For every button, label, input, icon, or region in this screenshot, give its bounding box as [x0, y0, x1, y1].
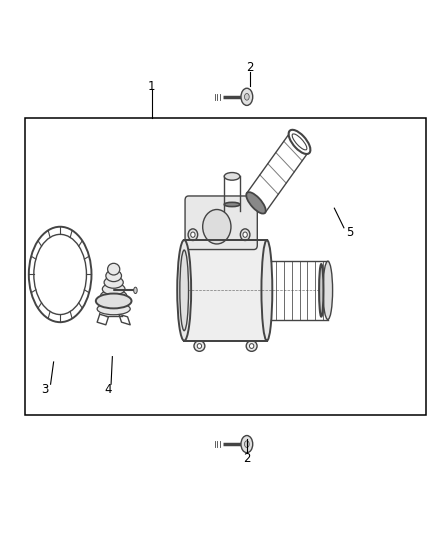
Ellipse shape	[106, 270, 121, 281]
Ellipse shape	[197, 344, 201, 349]
Ellipse shape	[241, 435, 253, 453]
Ellipse shape	[99, 296, 128, 308]
Ellipse shape	[34, 235, 86, 314]
Text: 1: 1	[148, 80, 155, 93]
Ellipse shape	[102, 283, 125, 295]
Ellipse shape	[180, 250, 188, 330]
Ellipse shape	[319, 264, 323, 317]
Ellipse shape	[246, 192, 266, 214]
Ellipse shape	[246, 341, 257, 351]
Ellipse shape	[101, 290, 127, 302]
Ellipse shape	[191, 232, 195, 237]
Ellipse shape	[261, 240, 272, 341]
Ellipse shape	[97, 303, 130, 315]
Ellipse shape	[323, 261, 332, 319]
Bar	[25, 118, 426, 415]
Text: 5: 5	[346, 225, 353, 239]
Ellipse shape	[203, 209, 231, 244]
Ellipse shape	[290, 132, 309, 152]
Ellipse shape	[96, 294, 131, 309]
Ellipse shape	[29, 227, 92, 322]
Ellipse shape	[244, 441, 249, 448]
Ellipse shape	[289, 130, 311, 154]
Ellipse shape	[188, 229, 198, 240]
Ellipse shape	[243, 232, 247, 237]
Ellipse shape	[224, 173, 240, 180]
FancyBboxPatch shape	[184, 240, 267, 341]
Text: 4: 4	[104, 383, 112, 396]
Ellipse shape	[134, 287, 137, 294]
Ellipse shape	[194, 341, 205, 351]
Ellipse shape	[224, 203, 240, 207]
Text: 2: 2	[247, 61, 254, 74]
Ellipse shape	[108, 263, 120, 275]
Ellipse shape	[177, 240, 191, 341]
Ellipse shape	[250, 344, 254, 349]
Ellipse shape	[104, 277, 123, 288]
Ellipse shape	[240, 229, 250, 240]
Text: 3: 3	[41, 383, 49, 396]
FancyBboxPatch shape	[185, 196, 257, 249]
Ellipse shape	[241, 88, 253, 106]
Ellipse shape	[292, 134, 307, 150]
Ellipse shape	[244, 93, 249, 100]
Text: 2: 2	[244, 452, 251, 465]
